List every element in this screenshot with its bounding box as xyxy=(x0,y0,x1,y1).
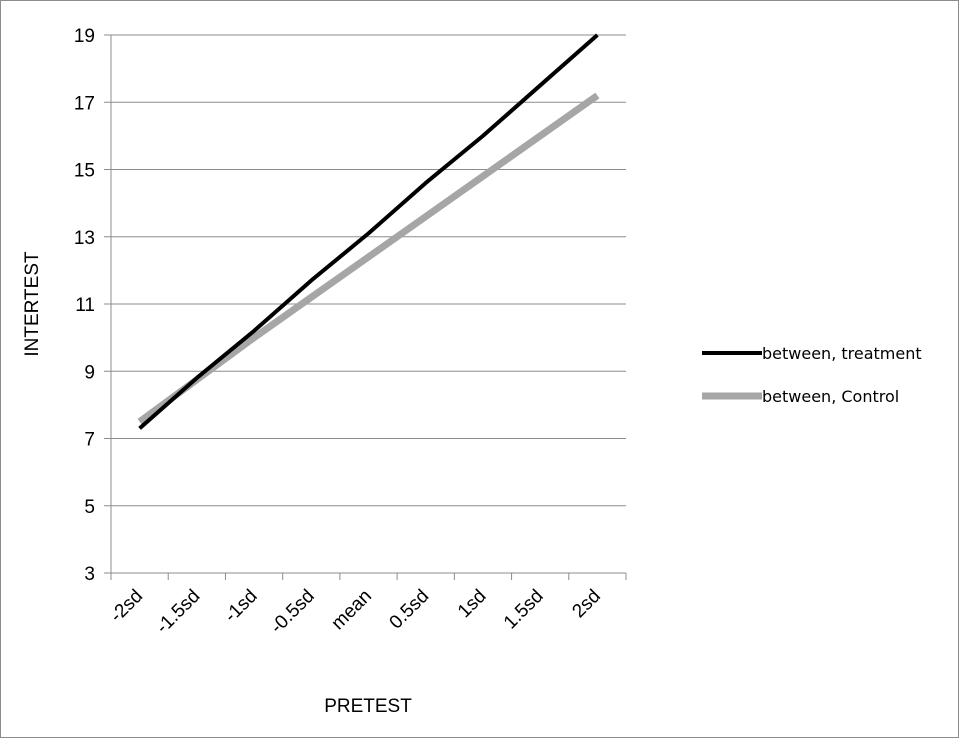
y-tick-label: 9 xyxy=(84,362,95,383)
x-tick-label: -1sd xyxy=(221,586,262,627)
x-tick-label: -0.5sd xyxy=(267,586,319,638)
axes xyxy=(104,34,627,580)
y-tick-label: 13 xyxy=(74,228,95,249)
x-tick-label: 0.5sd xyxy=(386,586,434,634)
series-lines xyxy=(137,33,600,430)
series-line xyxy=(138,33,599,430)
y-tick-label: 17 xyxy=(74,93,95,114)
y-tick-label: 11 xyxy=(75,295,95,316)
y-tick-labels: 3 5 7 9 11 13 15 17 19 xyxy=(74,26,95,585)
y-tick-label: 19 xyxy=(74,26,95,47)
gridlines xyxy=(111,34,626,507)
y-tick-label: 7 xyxy=(84,430,95,451)
y-tick-label: 5 xyxy=(84,497,95,518)
x-tick-label: 1sd xyxy=(454,586,491,623)
legend-label: between, treatment xyxy=(762,344,922,363)
series-line xyxy=(137,92,600,425)
x-axis-title: PRETEST xyxy=(324,696,412,717)
legend: between, treatment between, Control xyxy=(702,344,922,406)
x-tick-label: -2sd xyxy=(106,586,147,627)
x-tick-label: -1.5sd xyxy=(152,586,204,638)
y-axis-title: INTERTEST xyxy=(22,251,43,357)
y-tick-label: 15 xyxy=(74,161,95,182)
x-tick-label: mean xyxy=(328,586,376,634)
x-tick-label: 1.5sd xyxy=(500,586,548,634)
y-tick-label: 3 xyxy=(84,564,95,585)
legend-label: between, Control xyxy=(762,387,899,406)
x-tick-label: 2sd xyxy=(568,586,605,623)
x-tick-labels: -2sd -1.5sd -1sd -0.5sd mean 0.5sd 1sd 1.5sd 2sd xyxy=(106,586,605,638)
